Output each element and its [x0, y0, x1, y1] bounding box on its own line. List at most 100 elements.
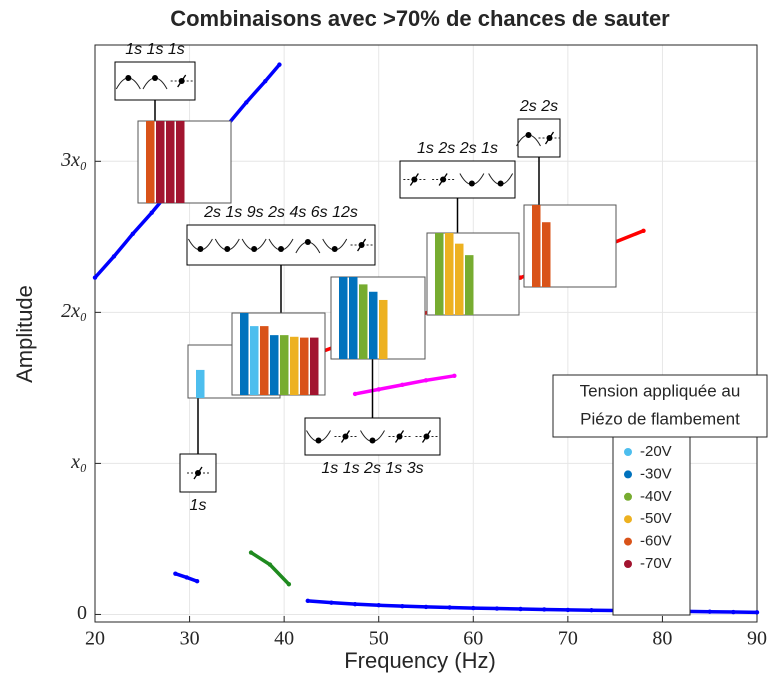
icon-ball [396, 433, 403, 440]
x-tick-label: 50 [369, 628, 389, 650]
point [400, 382, 405, 388]
legend-title: Piézo de flambement [580, 409, 740, 428]
point [111, 254, 117, 259]
x-tick-label: 80 [652, 628, 672, 650]
inset-bar [465, 255, 474, 315]
inset-bar [240, 313, 249, 395]
icon-ball [251, 246, 258, 252]
inset-bar [270, 335, 279, 395]
inset-label: 1s [190, 497, 207, 514]
inset-label: 1s 2s 2s 1s [417, 140, 498, 157]
point [452, 373, 457, 378]
point [149, 210, 154, 215]
x-tick-label: 40 [274, 628, 294, 650]
icon-ball [152, 75, 158, 81]
inset-bar [310, 337, 319, 395]
point [542, 607, 547, 612]
point [305, 598, 310, 604]
point [400, 603, 405, 609]
x-axis-label: Frequency (Hz) [344, 648, 496, 673]
icon-ball [358, 242, 365, 248]
inset-bar [290, 336, 299, 395]
inset-bar [369, 291, 378, 359]
legend-label: -70V [640, 555, 672, 572]
inset: 2s 1s 9s 2s 4s 6s 12s [186, 204, 376, 396]
icon-ball [304, 239, 311, 245]
inset-bar [339, 277, 348, 359]
icon-ball [315, 437, 322, 444]
inset-label: 1s 1s 1s [125, 41, 185, 58]
inset-label: 1s 1s 2s 1s 3s [321, 460, 423, 477]
point [423, 378, 429, 383]
icon-ball [440, 176, 447, 183]
point [194, 579, 200, 584]
icon-ball [331, 246, 338, 252]
inset-label: 2s 1s 9s 2s 4s 6s 12s [203, 204, 358, 221]
inset-label: 2s 2s [519, 98, 558, 115]
legend-label: -50V [640, 510, 672, 527]
legend-label: -20V [640, 443, 672, 460]
plot-frame [94, 44, 758, 623]
legend-marker [624, 515, 632, 524]
icon-ball [423, 433, 430, 440]
legend-label: -60V [640, 533, 672, 550]
legend-marker [624, 537, 632, 546]
point [267, 562, 273, 567]
chart-title: Combinaisons avec >70% de chances de sau… [170, 6, 670, 31]
y-tick-label: 2x₀ [61, 300, 87, 322]
inset: 1s 1s 2s 1s 3s [304, 276, 441, 477]
legend-marker [624, 492, 632, 501]
point [130, 231, 136, 237]
point [173, 571, 178, 576]
point [447, 605, 452, 610]
point [244, 100, 249, 105]
point [518, 606, 523, 612]
legend-label: -30V [640, 465, 672, 482]
icon-box [186, 224, 376, 266]
y-tick-label: 0 [77, 602, 87, 624]
icon-ball [411, 176, 418, 183]
icon-ball [224, 246, 231, 252]
point [248, 550, 254, 555]
inset-bar [445, 233, 454, 315]
icon-ball [369, 437, 376, 444]
icon-ball [468, 180, 475, 187]
inset-bar [379, 299, 388, 359]
inset-bar [250, 326, 259, 395]
point [263, 79, 268, 84]
inset-bar [455, 243, 464, 315]
point [352, 391, 358, 397]
icon-ball [525, 132, 532, 138]
inset-bar [156, 121, 165, 203]
inset-bar [300, 337, 309, 395]
point [352, 601, 358, 607]
point [589, 608, 594, 613]
icon-box [399, 160, 516, 199]
point [376, 387, 381, 392]
inset-bar [349, 277, 358, 359]
inset-bar [196, 369, 205, 398]
icon-ball [197, 246, 204, 252]
legend-box [612, 436, 691, 616]
inset: 1s 1s 1s [114, 41, 232, 204]
icon-ball [278, 246, 284, 252]
y-tick-label: x₀ [70, 451, 87, 473]
point [92, 275, 98, 280]
legend-marker [624, 448, 632, 456]
x-tick-label: 30 [180, 628, 200, 650]
icon-ball [178, 78, 185, 84]
inset-bar [146, 121, 155, 203]
point [376, 603, 381, 608]
x-tick-label: 90 [747, 628, 767, 650]
legend-marker [624, 560, 632, 568]
point [641, 228, 646, 233]
inset-bar [166, 121, 175, 203]
point [277, 62, 282, 67]
point [184, 575, 189, 580]
point [707, 609, 712, 614]
y-axis-label: Amplitude [12, 285, 37, 383]
legend-label: -40V [640, 488, 672, 505]
icon-ball [125, 75, 132, 81]
inset: 1s 2s 2s 1s [399, 140, 520, 316]
